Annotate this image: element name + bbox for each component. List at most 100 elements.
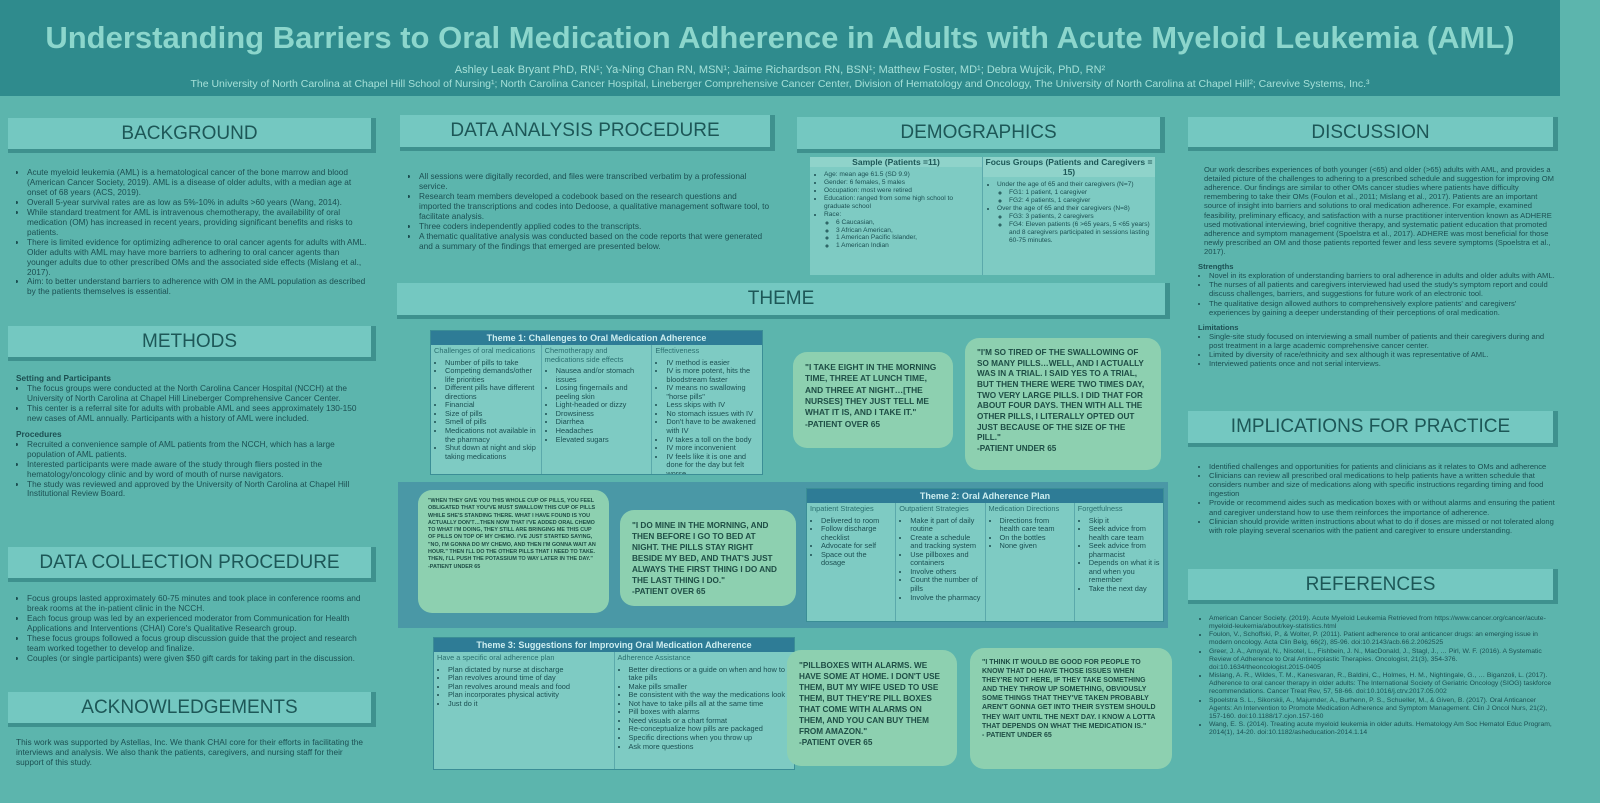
bullet-item: Recruited a convenience sample of AML pa…: [27, 439, 371, 460]
table-column: Effectiveness IV method is easierIV is mo…: [652, 345, 762, 474]
bullet-list: All sessions were digitally recorded, an…: [408, 172, 770, 252]
section-heading: ACKNOWLEDGEMENTS: [8, 692, 376, 727]
bullet-item: Plan revolves around time of day: [448, 674, 611, 683]
theme-table: Theme 2: Oral Adherence Plan Inpatient St…: [806, 488, 1164, 622]
bullet-item: Each focus group was led by an experienc…: [27, 613, 371, 634]
bullet-item: All sessions were digitally recorded, an…: [419, 172, 770, 192]
bullet-item: Re-conceptualize how pills are packaged: [629, 725, 792, 734]
bullet-item: Nausea and/or stomach issues: [556, 367, 649, 384]
section-heading: DATA ANALYSIS PROCEDURE: [400, 115, 775, 151]
discussion-text: Our work describes experiences of both y…: [1198, 165, 1556, 405]
bullet-list: Novel in its exploration of understandin…: [1198, 271, 1556, 317]
table-column: Adherence Assistance Better directions or…: [615, 652, 795, 769]
demographics-column: Sample (Patients =11) Age: mean age 61.5 …: [810, 157, 983, 275]
bullet-item: Mislang, A. R., Wildes, T. M., Kanesvara…: [1209, 672, 1556, 696]
table-title: Theme 3: Suggestions for Improving Oral …: [434, 638, 794, 653]
bullet-item: Create a schedule and tracking system: [910, 533, 981, 551]
bullet-item: Light-headed or dizzy: [556, 401, 649, 410]
bullet-item: This center is a referral site for adult…: [27, 403, 371, 424]
bullet-item: IV method is easier: [666, 358, 759, 368]
bullet-item: Foulon, V., Schoffski, P., & Wolter, P. …: [1209, 631, 1556, 647]
table-title: Theme 1: Challenges to Oral Medication A…: [431, 331, 762, 346]
bullet-list: Plan dictated by nurse at dischargePlan …: [437, 665, 611, 709]
column-header: Effectiveness: [655, 346, 700, 356]
bullet-item: FG1: 1 patient, 1 caregiver: [1009, 189, 1152, 197]
bullet-item: Plan revolves around meals and food: [448, 682, 611, 692]
bullet-item: The nurses of all patients and caregiver…: [1209, 280, 1556, 298]
bullet-item: While standard treatment for AML is intr…: [27, 207, 371, 238]
bullet-item: Number of pills to take: [445, 358, 538, 368]
bullet-item: Don't have to be awakened with IV: [666, 418, 759, 435]
bullet-item: Clinicians can review all prescribed ora…: [1209, 471, 1556, 498]
bullet-list: Recruited a convenience sample of AML pa…: [16, 439, 371, 500]
table-columns: Have a specific oral adherence plan Plan …: [434, 652, 795, 769]
bullet-list: Nausea and/or stomach issuesLosing finge…: [545, 367, 649, 444]
bullet-text: Over the age of 65 and their caregivers …: [997, 205, 1130, 213]
quote: "I TAKE EIGHT IN THE MORNING TIME, THREE…: [793, 352, 953, 448]
bullet-item: Better directions or a guide on when and…: [629, 665, 792, 683]
bullet-list: FG3: 3 patients, 2 caregiversFG4: Eleven…: [997, 213, 1152, 245]
methods-text: Setting and ParticipantsThe focus groups…: [16, 368, 371, 540]
bullet-item: Specific directions when you throw up: [629, 733, 792, 743]
bullet-item: Race:6 Caucasian,3 African American,1 Am…: [824, 211, 979, 251]
bullet-item: Shut down at night and skip taking medic…: [445, 443, 538, 461]
bullet-list: Delivered to roomFollow discharge checkl…: [810, 516, 892, 568]
bullet-item: Follow discharge checklist: [821, 525, 892, 542]
section-heading: BACKGROUND: [8, 118, 376, 153]
column-header: Sample (Patients =11): [810, 157, 982, 168]
bullet-item: Identified challenges and opportunities …: [1209, 462, 1556, 471]
table-column: Inpatient Strategies Delivered to roomFol…: [807, 503, 897, 621]
bullet-item: IV is more potent, hits the bloodstream …: [666, 367, 759, 384]
bullet-item: Wang, E. S. (2014). Treating acute myelo…: [1209, 721, 1556, 737]
quote: "PILLBOXES WITH ALARMS. WE HAVE SOME AT …: [787, 650, 957, 766]
bullet-item: 3 African American,: [836, 227, 979, 235]
bullet-item: Be consistent with the way the medicatio…: [629, 691, 792, 700]
bullet-list: Single-site study focused on interviewin…: [1198, 332, 1556, 368]
bullet-item: A thematic qualitative analysis was cond…: [419, 231, 770, 252]
bullet-item: Drowsiness: [556, 409, 649, 419]
bullet-item: Directions from health care team: [1000, 516, 1071, 534]
bullet-item: Limited by diversity of race/ethnicity a…: [1209, 350, 1556, 359]
table-column: Challenges of oral medications Number of …: [431, 345, 542, 474]
bullet-item: Make pills smaller: [629, 682, 792, 692]
implications-text: Identified challenges and opportunities …: [1198, 462, 1556, 560]
bullet-item: Less skips with IV: [666, 401, 759, 410]
table-column: Medication Directions Directions from hea…: [986, 503, 1075, 621]
bullet-item: Plan incorporates physical activity: [448, 691, 611, 700]
bullet-text: Race:: [824, 210, 842, 218]
column-header: Adherence Assistance: [617, 653, 691, 663]
bullet-item: Size of pills: [445, 409, 538, 419]
bullet-item: Interviewed patients once and not serial…: [1209, 359, 1556, 368]
bullet-list: Skip itSeek advice from health care team…: [1078, 516, 1160, 594]
bullet-item: Diarrhea: [556, 418, 649, 427]
bullet-item: Single-site study focused on interviewin…: [1209, 332, 1556, 350]
bullet-item: Involve the pharmacy: [910, 593, 981, 603]
bullet-item: Interested participants were made aware …: [27, 459, 371, 480]
quote-attribution: -PATIENT OVER 65: [805, 418, 881, 429]
bullet-item: Acute myeloid leukemia (AML) is a hemato…: [27, 168, 371, 198]
bullet-item: American Cancer Society. (2019). Acute M…: [1209, 615, 1556, 631]
bullet-list: American Cancer Society. (2019). Acute M…: [1198, 615, 1556, 737]
bullet-item: 1 American Indian: [836, 242, 979, 250]
bullet-item: Make it part of daily routine: [910, 516, 981, 534]
bullet-item: None given: [1000, 542, 1071, 551]
data-collection-text: Focus groups lasted approximately 60-75 …: [16, 594, 371, 686]
bullet-item: IV more inconvenient: [666, 443, 759, 453]
bullet-item: Elevated sugars: [556, 435, 649, 445]
quote-attribution: - PATIENT UNDER 65: [982, 731, 1052, 739]
table-column: Chemotherapy and medications side effect…: [542, 345, 653, 474]
data-analysis-text: All sessions were digitally recorded, an…: [408, 172, 770, 264]
bullet-item: Financial: [445, 401, 538, 410]
bullet-list: 6 Caucasian,3 African American,1 America…: [824, 219, 979, 251]
section-heading: IMPLICATIONS FOR PRACTICE: [1188, 411, 1558, 447]
background-text: Acute myeloid leukemia (AML) is a hemato…: [16, 168, 371, 316]
bullet-item: FG3: 3 patients, 2 caregivers: [1009, 213, 1152, 221]
bullet-item: Pill boxes with alarms: [629, 708, 792, 717]
bullet-item: IV means no swallowing "horse pills": [666, 384, 759, 401]
section-heading: DEMOGRAPHICS: [797, 117, 1165, 153]
bullet-item: These focus groups followed a focus grou…: [27, 633, 371, 654]
bullet-list: Directions from health care teamOn the b…: [989, 516, 1071, 551]
quote: "WHEN THEY GIVE YOU THIS WHOLE CUP OF PI…: [418, 490, 609, 613]
bullet-item: Over the age of 65 and their caregivers …: [997, 205, 1152, 245]
